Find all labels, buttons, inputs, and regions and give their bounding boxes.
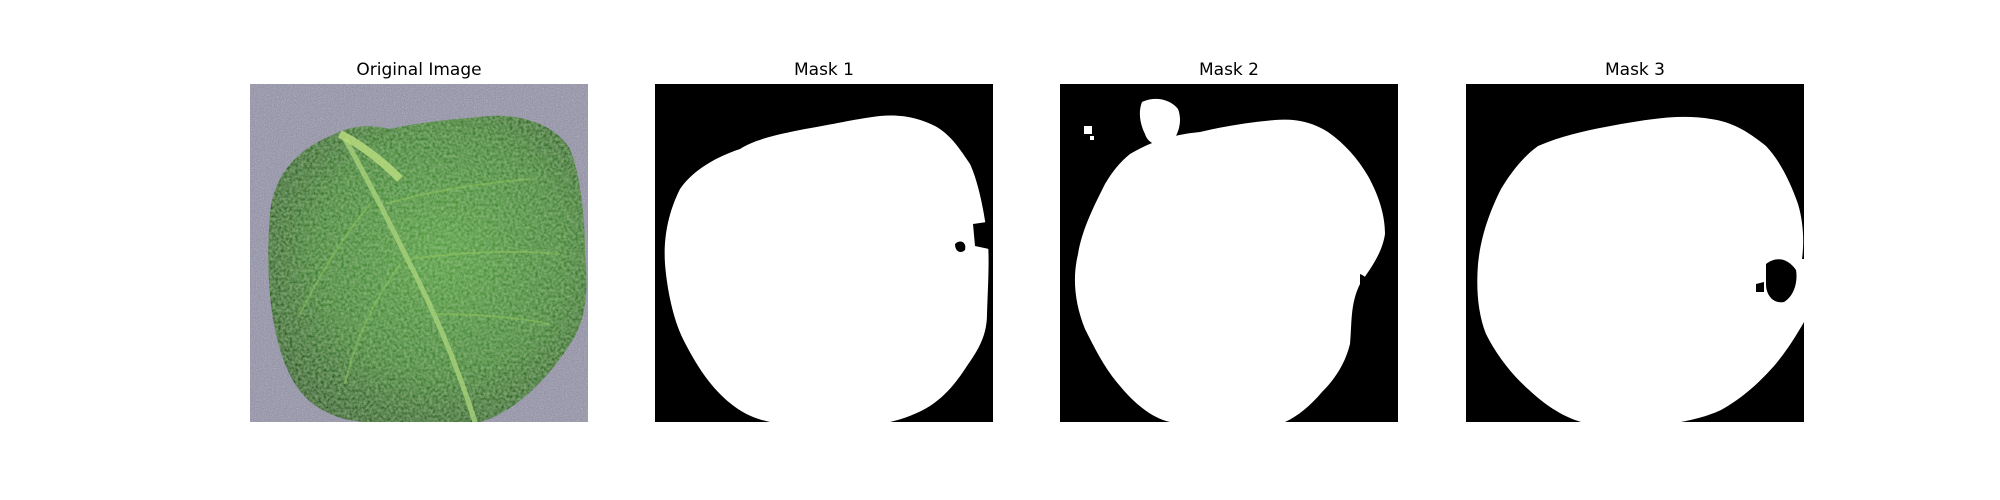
panel-title-original: Original Image <box>356 60 482 80</box>
mask-3-image <box>1466 84 1804 422</box>
panel-title-mask-2: Mask 2 <box>1198 60 1259 80</box>
mask-2-image <box>1060 84 1398 422</box>
panel-title-mask-3: Mask 3 <box>1604 60 1665 80</box>
original-leaf-image <box>250 84 588 422</box>
mask-1-image <box>655 84 993 422</box>
panel-title-mask-1: Mask 1 <box>793 60 854 80</box>
